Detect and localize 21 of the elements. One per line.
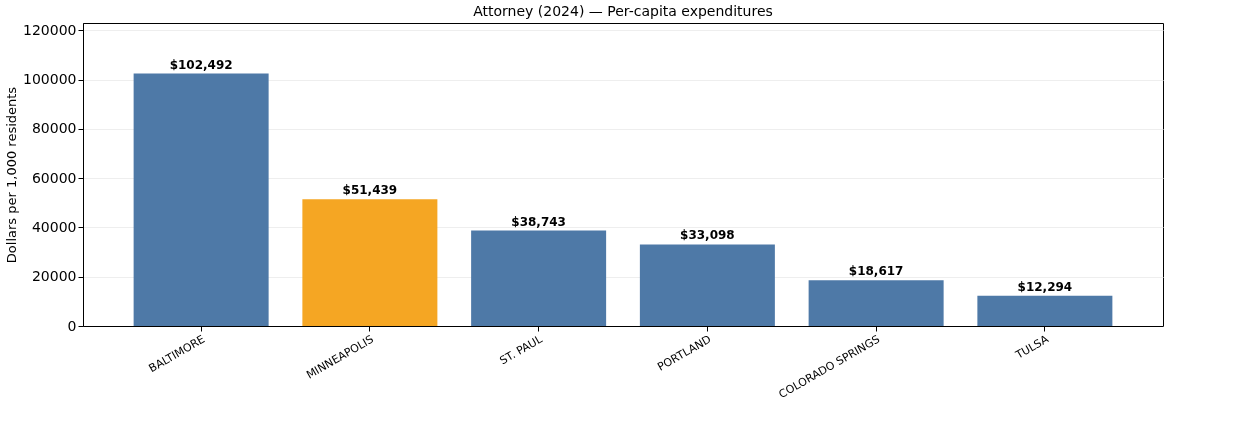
data-label: $12,294: [1017, 279, 1073, 294]
chart-title: Attorney (2024) — Per-capita expenditures: [473, 3, 773, 19]
bar: [302, 199, 438, 326]
bar: [639, 244, 775, 326]
y-tick-label: 120000: [23, 21, 77, 38]
y-axis-title: Dollars per 1,000 residents: [4, 86, 20, 264]
bar: [808, 280, 944, 326]
data-label: $18,617: [848, 264, 904, 279]
y-tick-label: 40000: [31, 218, 77, 235]
bar: [471, 230, 607, 326]
bar: [133, 73, 269, 326]
data-label: $51,439: [342, 183, 398, 198]
y-tick-label: 80000: [31, 120, 77, 137]
data-label: $33,098: [680, 228, 735, 243]
data-label: $38,743: [511, 214, 566, 229]
y-tick-label: 20000: [31, 268, 77, 285]
y-tick-label: 60000: [31, 169, 77, 186]
data-label: $102,492: [169, 57, 233, 72]
y-tick-label: 100000: [23, 71, 77, 88]
bar: [977, 295, 1113, 326]
y-tick-label: 0: [67, 317, 77, 334]
